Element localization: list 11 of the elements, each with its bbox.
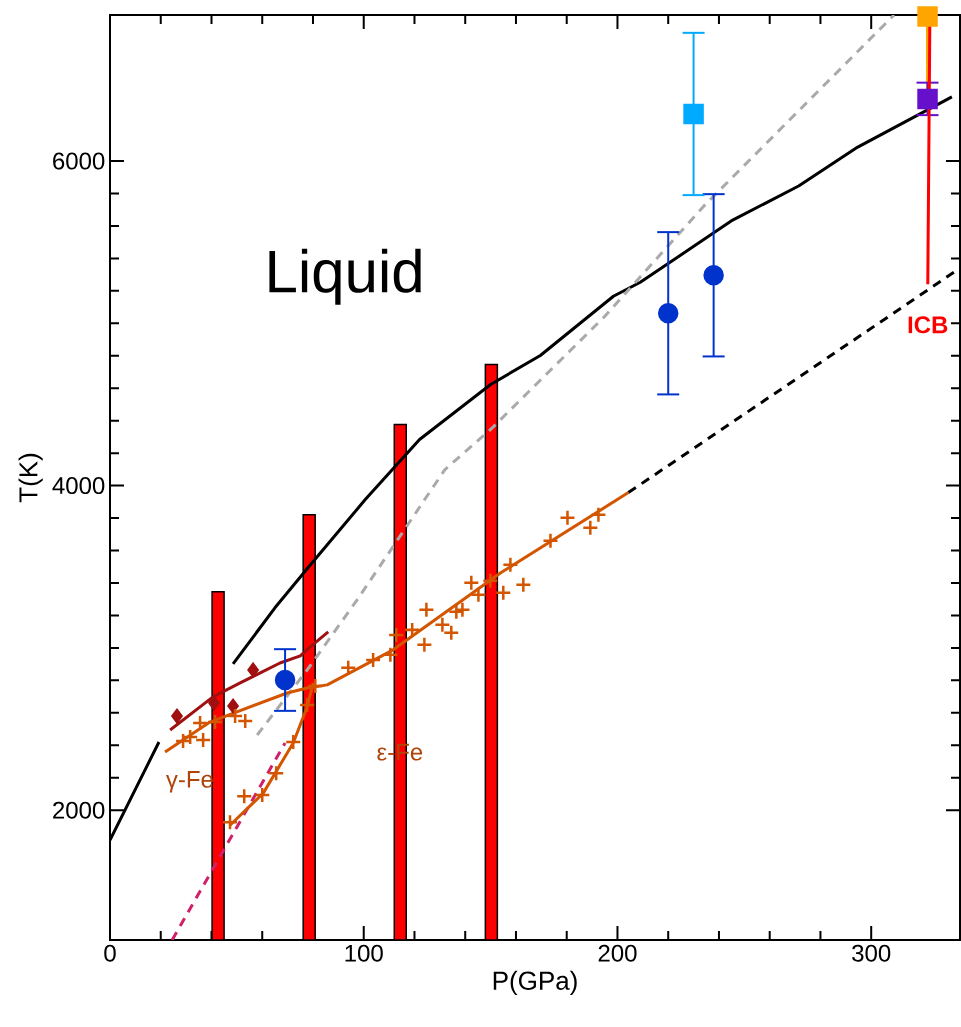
y-axis-title: T(K) (18, 453, 43, 503)
x-axis-title: P(GPa) (493, 970, 577, 996)
x-tick-label: 100 (345, 944, 383, 962)
annotation: ICB (908, 316, 948, 334)
x-tick-label: 200 (598, 944, 637, 962)
y-tick-label: 2000 (53, 801, 105, 819)
annotation: Liquid (269, 248, 421, 305)
y-tick-label: 4000 (52, 477, 105, 495)
y-tick-label: 6000 (53, 152, 105, 170)
x-tick-label: 300 (852, 944, 891, 962)
x-tick-label: 0 (104, 944, 116, 962)
